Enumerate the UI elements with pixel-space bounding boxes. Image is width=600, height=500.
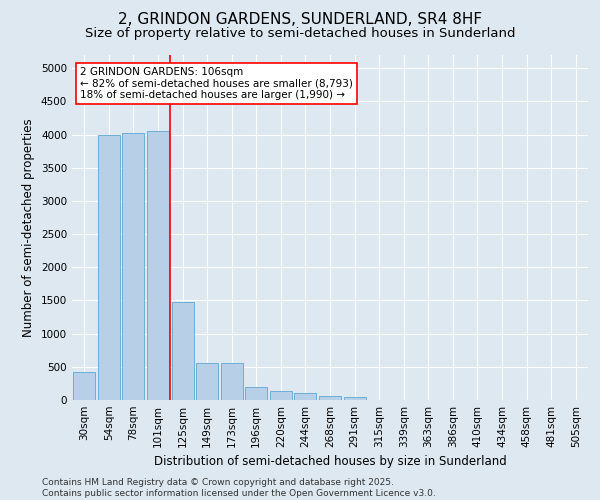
Bar <box>245 386 268 400</box>
Bar <box>98 134 120 400</box>
X-axis label: Distribution of semi-detached houses by size in Sunderland: Distribution of semi-detached houses by … <box>154 456 506 468</box>
Text: 2, GRINDON GARDENS, SUNDERLAND, SR4 8HF: 2, GRINDON GARDENS, SUNDERLAND, SR4 8HF <box>118 12 482 28</box>
Bar <box>221 363 243 400</box>
Text: 2 GRINDON GARDENS: 106sqm
← 82% of semi-detached houses are smaller (8,793)
18% : 2 GRINDON GARDENS: 106sqm ← 82% of semi-… <box>80 67 353 100</box>
Bar <box>270 392 292 400</box>
Bar <box>122 132 145 400</box>
Y-axis label: Number of semi-detached properties: Number of semi-detached properties <box>22 118 35 337</box>
Bar <box>319 396 341 400</box>
Text: Contains HM Land Registry data © Crown copyright and database right 2025.
Contai: Contains HM Land Registry data © Crown c… <box>42 478 436 498</box>
Bar <box>295 394 316 400</box>
Text: Size of property relative to semi-detached houses in Sunderland: Size of property relative to semi-detach… <box>85 28 515 40</box>
Bar <box>147 130 169 400</box>
Bar <box>344 398 365 400</box>
Bar <box>196 363 218 400</box>
Bar <box>73 372 95 400</box>
Bar <box>172 302 194 400</box>
